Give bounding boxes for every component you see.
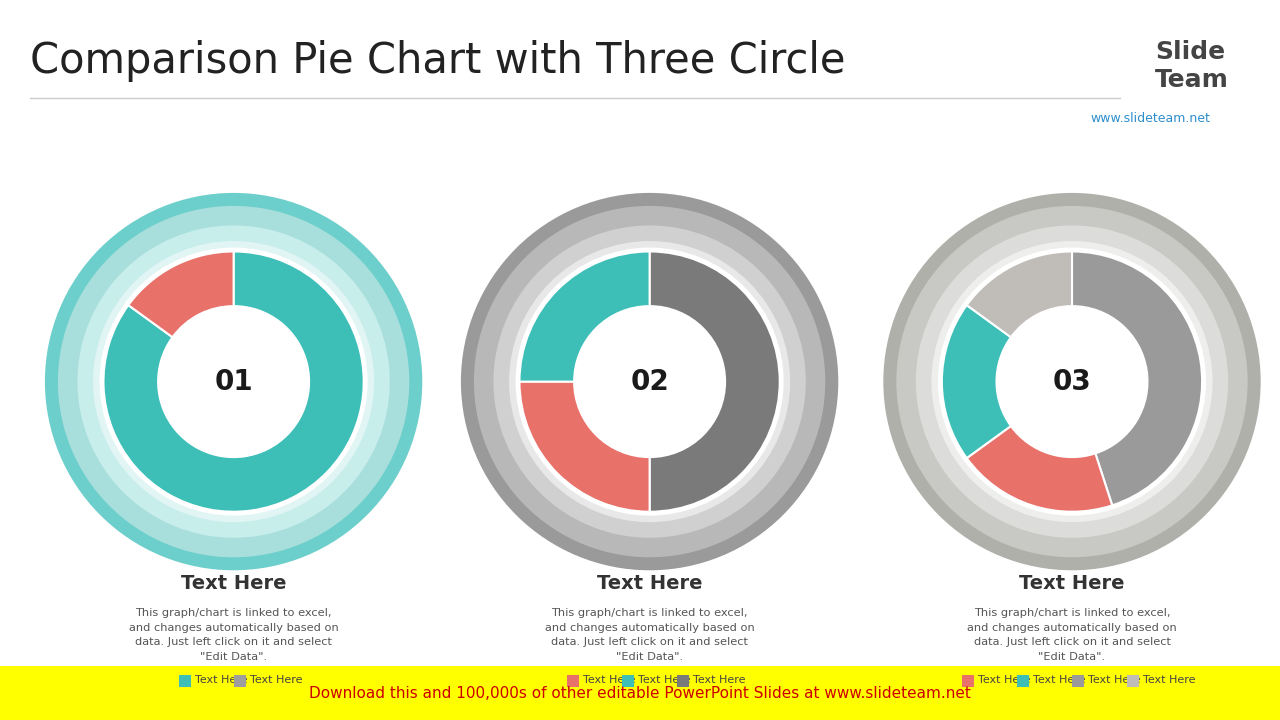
Wedge shape xyxy=(520,382,649,512)
Text: Text Here: Text Here xyxy=(1143,675,1196,685)
Circle shape xyxy=(45,193,422,570)
Circle shape xyxy=(575,306,724,457)
Text: 02: 02 xyxy=(630,368,669,395)
Text: Comparison Pie Chart with Three Circle: Comparison Pie Chart with Three Circle xyxy=(29,40,846,82)
Text: 03: 03 xyxy=(1052,368,1092,395)
Circle shape xyxy=(938,248,1206,516)
Text: Text Here: Text Here xyxy=(1019,575,1125,593)
Text: Text Here: Text Here xyxy=(1033,675,1085,685)
Circle shape xyxy=(932,241,1212,522)
Text: Text Here: Text Here xyxy=(978,675,1030,685)
Wedge shape xyxy=(649,251,780,512)
Text: Download this and 100,000s of other editable PowerPoint Slides at www.slideteam.: Download this and 100,000s of other edit… xyxy=(308,685,972,701)
Circle shape xyxy=(883,193,1261,570)
Bar xyxy=(622,675,634,688)
Circle shape xyxy=(461,193,838,570)
Text: This graph/chart is linked to excel,
and changes automatically based on
data. Ju: This graph/chart is linked to excel, and… xyxy=(129,608,338,662)
Wedge shape xyxy=(966,251,1073,337)
Circle shape xyxy=(77,225,389,538)
Circle shape xyxy=(916,225,1229,538)
Bar xyxy=(677,675,689,688)
Circle shape xyxy=(516,248,783,516)
Circle shape xyxy=(474,206,826,557)
Wedge shape xyxy=(1073,251,1202,505)
Text: Text Here: Text Here xyxy=(180,575,287,593)
Circle shape xyxy=(159,306,308,457)
Bar xyxy=(1018,675,1029,688)
Wedge shape xyxy=(520,251,649,382)
Bar xyxy=(233,675,246,688)
Wedge shape xyxy=(104,251,364,512)
Bar xyxy=(179,675,191,688)
Text: www.slideteam.net: www.slideteam.net xyxy=(1091,112,1210,125)
Text: Text Here: Text Here xyxy=(639,675,691,685)
Text: Text Here: Text Here xyxy=(596,575,703,593)
Text: This graph/chart is linked to excel,
and changes automatically based on
data. Ju: This graph/chart is linked to excel, and… xyxy=(545,608,754,662)
Text: This graph/chart is linked to excel,
and changes automatically based on
data. Ju: This graph/chart is linked to excel, and… xyxy=(968,608,1176,662)
Text: 01: 01 xyxy=(214,368,253,395)
Circle shape xyxy=(58,206,410,557)
Bar xyxy=(567,675,579,688)
Text: Text Here: Text Here xyxy=(195,675,247,685)
Circle shape xyxy=(100,248,367,516)
Text: Text Here: Text Here xyxy=(1088,675,1140,685)
Bar xyxy=(0,666,1280,720)
Text: Text Here: Text Here xyxy=(692,675,745,685)
Circle shape xyxy=(997,306,1147,457)
Circle shape xyxy=(509,241,790,522)
Circle shape xyxy=(493,225,806,538)
Text: Text Here: Text Here xyxy=(250,675,302,685)
Bar xyxy=(963,675,974,688)
Bar xyxy=(1126,675,1139,688)
Wedge shape xyxy=(942,305,1011,458)
Wedge shape xyxy=(128,251,233,337)
Text: Text Here: Text Here xyxy=(584,675,636,685)
Bar xyxy=(1073,675,1084,688)
Circle shape xyxy=(93,241,374,522)
Text: Slide
Team: Slide Team xyxy=(1155,40,1229,91)
Circle shape xyxy=(896,206,1248,557)
Wedge shape xyxy=(966,426,1112,512)
